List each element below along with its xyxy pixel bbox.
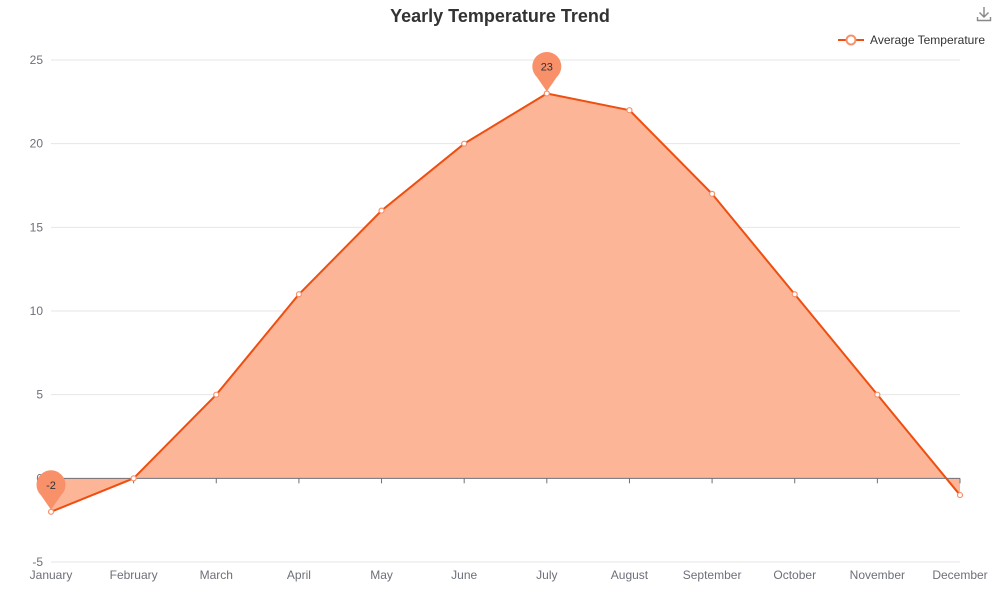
series-line [50, 92, 961, 513]
y-tick-label: -5 [32, 555, 43, 569]
x-tick-label: September [683, 568, 742, 582]
download-icon[interactable] [976, 6, 992, 22]
x-tick-label: April [287, 568, 311, 582]
data-point [708, 190, 716, 197]
x-tick-label: November [850, 568, 905, 582]
y-tick-label: 20 [30, 137, 44, 151]
mark-point-pin [532, 51, 562, 92]
data-point [130, 475, 137, 482]
data-point [956, 491, 964, 499]
legend-line-marker [838, 34, 865, 46]
data-point [47, 508, 55, 515]
x-tick-label: October [773, 568, 816, 582]
y-tick-label: 10 [30, 304, 44, 318]
data-point [213, 391, 220, 398]
x-tick-label: March [200, 568, 233, 582]
data-point [461, 140, 468, 147]
area-fill [51, 93, 960, 512]
data-point [791, 291, 798, 298]
x-tick-label: February [110, 568, 158, 582]
x-tick-label: December [932, 568, 987, 582]
legend-item[interactable]: Average Temperature [838, 33, 985, 47]
y-tick-label: 5 [36, 388, 43, 402]
chart-title: Yearly Temperature Trend [390, 6, 610, 26]
x-tick-label: May [370, 568, 393, 582]
data-point [874, 391, 881, 398]
data-point [295, 291, 303, 298]
y-tick-label: 15 [30, 220, 44, 234]
mark-point-label: -2 [46, 480, 56, 492]
y-tick-label: 25 [30, 53, 44, 67]
x-tick-label: July [536, 568, 557, 582]
x-tick-label: August [611, 568, 649, 582]
mark-point-pin [36, 470, 66, 510]
x-tick-label: June [451, 568, 477, 582]
data-point [543, 90, 550, 97]
legend-label: Average Temperature [870, 33, 985, 47]
x-tick-label: January [30, 568, 73, 582]
mark-point-label: 23 [541, 61, 553, 73]
data-point [378, 207, 385, 214]
data-point [626, 107, 633, 114]
